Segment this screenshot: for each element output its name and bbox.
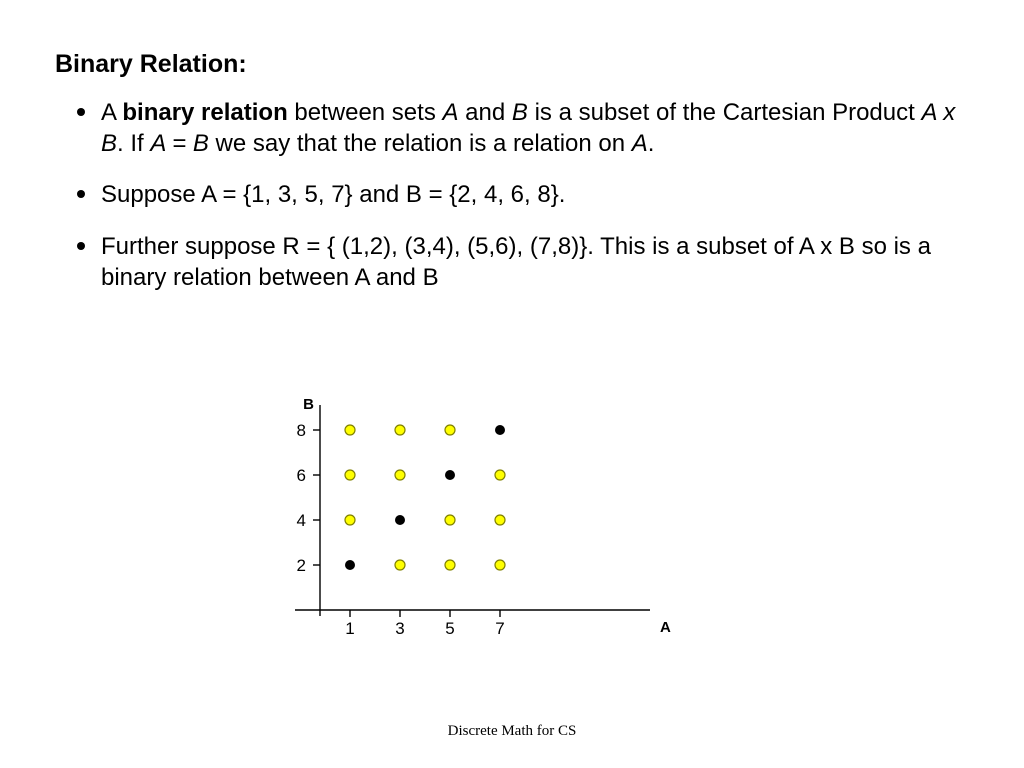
x-tick-label: 5	[445, 619, 454, 638]
relation-point	[495, 425, 505, 435]
bullet-3: Further suppose R = { (1,2), (3,4), (5,6…	[77, 231, 969, 293]
bullet-list: A binary relation between sets A and B i…	[77, 97, 969, 293]
page-title: Binary Relation:	[55, 50, 969, 79]
x-tick-label: 3	[395, 619, 404, 638]
text-italic: A	[632, 130, 648, 157]
text: between sets	[288, 99, 443, 126]
footer-text: Discrete Math for CS	[0, 723, 1024, 740]
chart-svg: 2 4 6 8 1 3 5 7 B A	[270, 395, 690, 655]
x-axis-label: A	[660, 619, 671, 636]
y-tick-label: 4	[297, 511, 306, 530]
text: we say that the relation is a relation o…	[209, 130, 632, 157]
grid-point	[495, 470, 505, 480]
text: A	[101, 99, 122, 126]
text-bold: binary relation	[122, 99, 287, 126]
text-italic: B	[512, 99, 528, 126]
text: and	[459, 99, 512, 126]
text-italic: A	[443, 99, 459, 126]
y-axis-label: B	[303, 396, 314, 413]
grid-point	[445, 560, 455, 570]
grid-point	[395, 560, 405, 570]
text: . If	[117, 130, 150, 157]
text: .	[648, 130, 655, 157]
grid-point	[445, 515, 455, 525]
text: is a subset of the Cartesian Product	[528, 99, 922, 126]
grid-point	[345, 515, 355, 525]
bullet-2: Suppose A = {1, 3, 5, 7} and B = {2, 4, …	[77, 179, 969, 210]
grid-point	[495, 560, 505, 570]
relation-point	[445, 470, 455, 480]
text-italic: A = B	[150, 130, 208, 157]
relation-point	[395, 515, 405, 525]
grid-point	[345, 470, 355, 480]
relation-chart: 2 4 6 8 1 3 5 7 B A	[270, 395, 690, 685]
grid-point	[395, 425, 405, 435]
relation-point	[345, 560, 355, 570]
y-tick-label: 8	[297, 421, 306, 440]
y-tick-label: 2	[297, 556, 306, 575]
grid-point	[445, 425, 455, 435]
grid-point	[345, 425, 355, 435]
y-tick-label: 6	[297, 466, 306, 485]
x-tick-label: 7	[495, 619, 504, 638]
grid-point	[495, 515, 505, 525]
bullet-1: A binary relation between sets A and B i…	[77, 97, 969, 159]
grid-point	[395, 470, 405, 480]
x-tick-label: 1	[345, 619, 354, 638]
